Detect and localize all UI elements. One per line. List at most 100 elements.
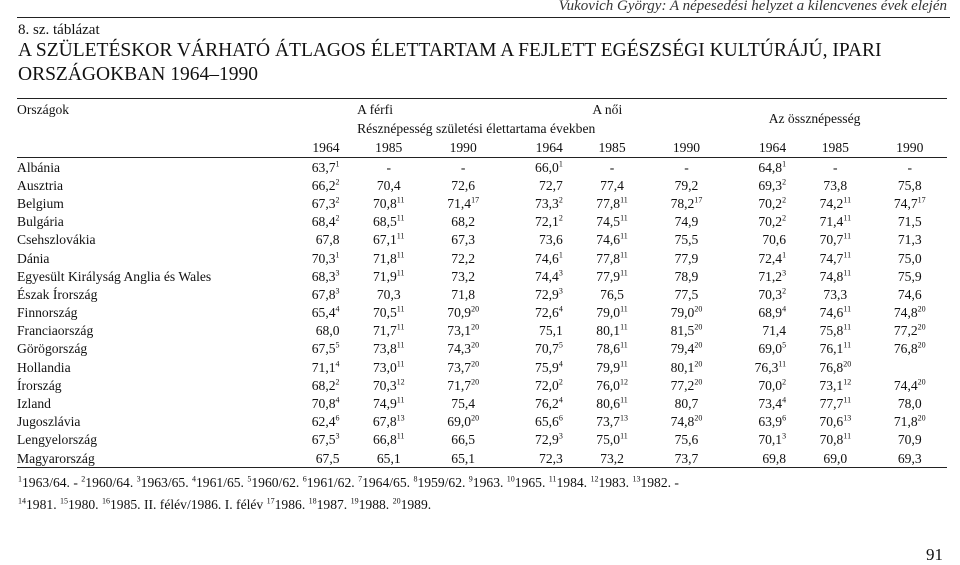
footnote-marker: 11 <box>843 431 852 441</box>
footnote-marker: 13 <box>396 413 405 423</box>
table-row: Magyarország 67,5 65,1 65,1 72,3 73,2 73,7 69,8… <box>17 449 947 469</box>
footnote-number: 20 <box>392 496 401 506</box>
value-cell: 80,120 <box>649 358 723 376</box>
cell-value: 72,9 <box>535 286 559 302</box>
cell-value: 70,9 <box>897 432 922 448</box>
footnote-marker: 11 <box>620 322 628 332</box>
cell-value: 74,9 <box>674 214 699 230</box>
footnote-marker: 11 <box>396 359 405 369</box>
cell-value: 79,4 <box>670 341 695 357</box>
value-cell: 74,911 <box>352 394 426 412</box>
value-cell: 73,44 <box>724 394 798 412</box>
value-cell: 72,93 <box>500 285 574 303</box>
value-cell: 76,012 <box>575 376 649 394</box>
cell-value: 68,2 <box>451 214 476 230</box>
footnote-marker: 11 <box>620 431 628 441</box>
cell-value: 70,2 <box>758 214 783 230</box>
value-cell: 76,24 <box>500 394 574 412</box>
value-cell: 73,2 <box>426 267 500 285</box>
cell-value: 75,5 <box>674 232 699 248</box>
footnote-text: 1981. <box>26 497 60 512</box>
footnote-marker: 2 <box>558 195 563 205</box>
value-cell: 71,711 <box>352 322 426 340</box>
table-row: Bulgária 68,42 68,511 68,2 72,12 74,511 74,9 70… <box>17 213 947 231</box>
cell-value: 76,2 <box>535 396 559 412</box>
footnote-marker: 3 <box>558 268 563 278</box>
cell-value: - <box>833 159 838 175</box>
footnote-marker: 3 <box>558 431 563 441</box>
value-cell <box>873 358 947 376</box>
cell-value: 70,3 <box>376 286 401 302</box>
cell-value: 78,2 <box>670 195 695 211</box>
footnote-text: 1986. <box>274 497 309 512</box>
cell-value: 71,8 <box>372 250 397 266</box>
value-cell: 74,717 <box>873 194 947 212</box>
footnote-marker: 11 <box>396 431 405 441</box>
footnote-marker: 20 <box>917 377 926 387</box>
footnote-marker: 20 <box>917 413 926 423</box>
header-group-total: Az össznépesség <box>768 110 861 126</box>
footnote-marker: 17 <box>917 195 926 205</box>
footnote-marker: 11 <box>843 250 852 259</box>
footnote-number: 1 <box>18 474 22 484</box>
value-cell: 77,4 <box>575 176 649 194</box>
footnote-marker: 20 <box>694 340 703 350</box>
cell-value: 69,0 <box>823 450 848 466</box>
running-header: Vukovich György: A népesedési helyzet a … <box>17 0 950 18</box>
footnote-marker: 20 <box>471 377 480 387</box>
value-cell: 73,3 <box>798 285 872 303</box>
cell-value: 71,8 <box>451 286 476 302</box>
footnote-marker: 20 <box>694 322 703 332</box>
footnote-marker: 20 <box>694 304 703 314</box>
cell-value: 70,3 <box>758 286 783 302</box>
footnote-marker: 11 <box>620 304 628 314</box>
footnote-marker: 11 <box>620 359 628 369</box>
table-row: Egyesült Királyság Anglia és Wales 68,33 7… <box>17 267 947 285</box>
cell-value: 73,8 <box>372 341 397 357</box>
value-cell: 75,6 <box>649 431 723 449</box>
footnote-marker: 11 <box>396 268 405 278</box>
footnote-marker: 1 <box>782 159 787 169</box>
cell-value: 72,3 <box>539 450 563 466</box>
footnote-marker: 12 <box>619 377 628 387</box>
cell-value: 75,1 <box>539 323 563 339</box>
footnote-marker: 11 <box>843 268 852 278</box>
footnote-line: 11963/64. - 21960/64. 31963/65. 41961/65… <box>18 472 948 494</box>
cell-value: 64,8 <box>758 159 783 175</box>
table-label: 8. sz. táblázat <box>18 22 100 38</box>
value-cell: 71,411 <box>798 213 872 231</box>
value-cell: 74,511 <box>575 213 649 231</box>
footnote-marker: 20 <box>471 359 480 369</box>
value-cell: 74,420 <box>873 376 947 394</box>
value-cell: 73,2 <box>574 449 650 469</box>
value-cell: 67,8 <box>277 231 351 249</box>
value-cell: 72,3 <box>500 449 575 469</box>
cell-value: 71,8 <box>893 414 918 430</box>
value-cell: 74,320 <box>426 340 500 358</box>
footnote-text: 1985. II. félév/1986. I. félév <box>109 497 267 512</box>
footnote-marker: 4 <box>558 359 563 369</box>
footnote-marker: 4 <box>335 304 340 314</box>
cell-value: 63,7 <box>311 159 336 175</box>
table-row: Írország 68,22 70,312 71,720 72,02 76,012 77,2… <box>17 376 947 394</box>
table-row: Ausztria 66,22 70,4 72,6 72,7 77,4 79,2 69,32 73… <box>17 176 947 194</box>
cell-value: 74,8 <box>819 268 844 284</box>
cell-value: 72,2 <box>451 250 476 266</box>
value-cell: 72,02 <box>500 376 574 394</box>
cell-value: 75,8 <box>897 177 922 193</box>
value-cell: 73,6 <box>500 231 574 249</box>
table-row: Jugoszlávia 62,46 67,813 69,020 65,66 73,713 7… <box>17 413 947 431</box>
cell-value: - <box>684 159 689 175</box>
value-cell: 66,811 <box>352 431 426 449</box>
value-cell: 78,611 <box>575 340 649 358</box>
value-cell: 67,111 <box>352 231 426 249</box>
value-cell: 68,2 <box>426 213 500 231</box>
value-cell: 72,2 <box>426 249 500 267</box>
cell-value: 63,9 <box>758 414 783 430</box>
cell-value: 72,6 <box>451 177 476 193</box>
table-row: Albánia 63,71- -66,01- -64,81- - <box>17 157 947 177</box>
value-cell: 71,417 <box>426 194 500 212</box>
value-cell: 75,4 <box>426 394 500 412</box>
value-cell: 70,22 <box>724 194 798 212</box>
cell-value: 77,5 <box>674 286 699 302</box>
